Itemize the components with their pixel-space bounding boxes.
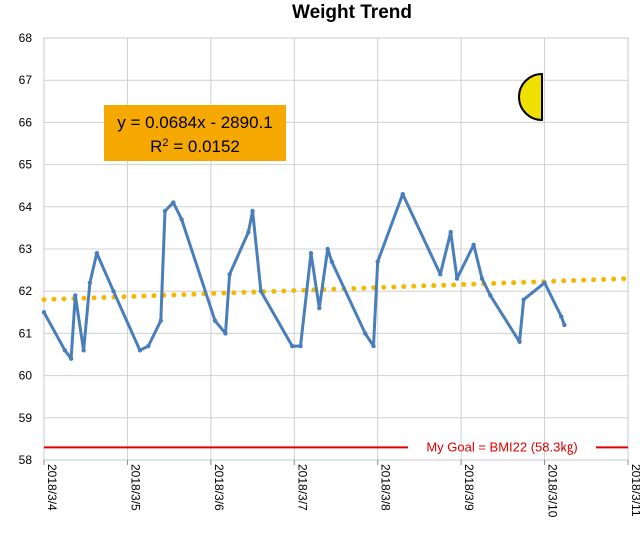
data-point: [471, 242, 476, 247]
data-point: [81, 348, 86, 353]
y-tick-label: 61: [19, 326, 33, 340]
x-tick-label: 2018/3/5: [128, 464, 142, 511]
data-point: [223, 331, 228, 336]
data-point: [400, 191, 405, 197]
y-tick-label: 58: [19, 453, 33, 467]
goal-line-group: My Goal = BMI22 (58.3㎏): [44, 439, 628, 455]
grid: [43, 37, 629, 461]
data-point: [488, 293, 493, 298]
data-point: [290, 343, 295, 349]
x-tick-label: 2018/3/7: [295, 464, 309, 511]
x-tick-label: 2018/3/4: [45, 464, 59, 511]
data-point: [73, 293, 78, 298]
data-point: [308, 251, 314, 256]
equation-badge-bg: [104, 105, 286, 161]
data-point: [250, 208, 255, 214]
data-point: [329, 259, 335, 264]
y-tick-label: 59: [19, 411, 33, 425]
series-line: [42, 192, 566, 361]
trend-equation-badge: y = 0.0684x - 2890.1 R2 = 0.0152: [104, 105, 286, 161]
data-point: [562, 322, 567, 328]
y-axis-ticks: 58 59 60 61 62 63 64 65 66 67 68: [19, 31, 33, 467]
data-point: [41, 310, 47, 315]
x-tick-label: 2018/3/11: [629, 464, 640, 517]
data-point: [227, 272, 232, 277]
data-point: [298, 343, 303, 349]
y-tick-label: 62: [19, 284, 33, 298]
data-point: [212, 318, 218, 323]
data-point: [162, 208, 168, 214]
trend-equation: y = 0.0684x - 2890.1: [117, 113, 272, 132]
data-point: [559, 314, 564, 319]
data-point: [137, 348, 143, 353]
y-tick-label: 60: [19, 369, 33, 383]
goal-label: My Goal = BMI22 (58.3㎏): [426, 439, 577, 455]
data-point: [363, 331, 368, 336]
half-moon-icon: [518, 72, 543, 122]
data-point: [94, 251, 100, 256]
y-tick-label: 65: [19, 158, 33, 172]
x-tick-label: 2018/3/10: [546, 464, 560, 518]
data-point: [62, 348, 68, 353]
trendline-group: [41, 276, 631, 303]
plot-area-border: [43, 37, 629, 461]
data-point: [325, 246, 330, 252]
data-point: [521, 297, 526, 302]
data-point: [111, 289, 116, 294]
x-axis-ticks: 2018/3/4 2018/3/5 2018/3/6 2018/3/7 2018/3/8…: [43, 460, 640, 518]
data-point: [438, 272, 443, 277]
data-point: [454, 276, 460, 281]
data-point: [179, 217, 184, 222]
series-group: [41, 191, 567, 361]
trend-r2: R2 = 0.0152: [150, 137, 240, 156]
data-point: [246, 229, 251, 235]
data-point: [542, 280, 547, 285]
data-point: [375, 259, 380, 264]
y-tick-label: 68: [19, 31, 33, 45]
data-point: [158, 318, 163, 323]
data-point: [517, 339, 522, 345]
data-point: [371, 343, 376, 349]
data-point: [448, 229, 453, 235]
data-point: [68, 356, 74, 361]
y-tick-label: 66: [19, 115, 33, 129]
y-tick-label: 67: [19, 73, 33, 87]
trendline: [41, 276, 631, 303]
x-tick-label: 2018/3/6: [212, 464, 226, 511]
data-point: [479, 276, 485, 281]
data-point: [146, 343, 151, 349]
chart-title: Weight Trend: [292, 2, 412, 23]
data-point: [317, 305, 322, 311]
y-tick-label: 64: [19, 200, 33, 214]
y-tick-label: 63: [19, 242, 33, 256]
x-tick-label: 2018/3/9: [462, 464, 476, 511]
x-tick-label: 2018/3/8: [379, 464, 393, 511]
data-point: [258, 289, 264, 294]
data-point: [171, 200, 176, 205]
data-point: [87, 280, 93, 285]
